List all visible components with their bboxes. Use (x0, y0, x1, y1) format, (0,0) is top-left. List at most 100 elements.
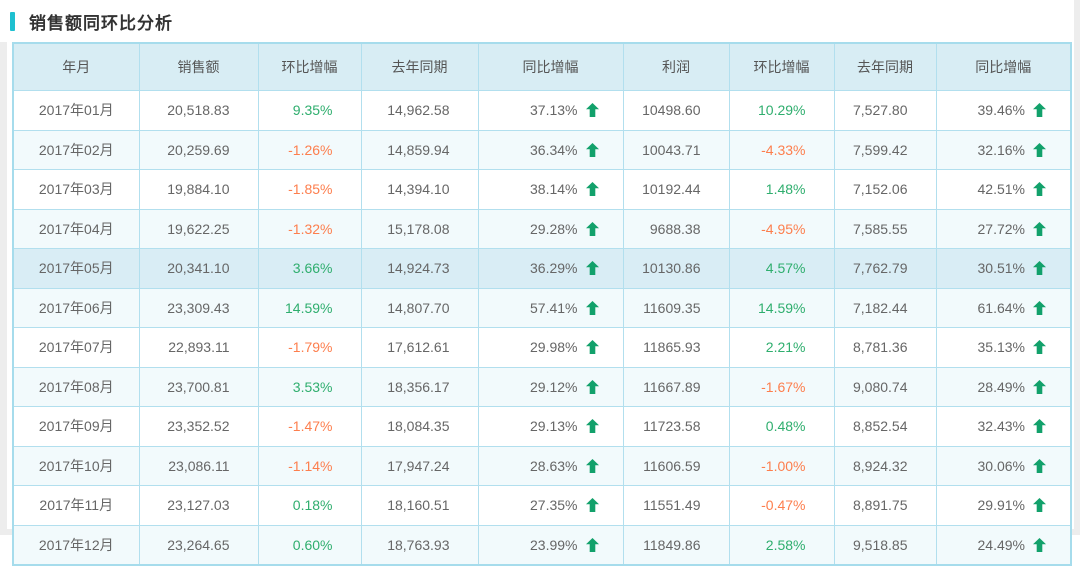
table-row[interactable]: 2017年10月 23,086.11 -1.14% 17,947.24 28.63% 11… (12, 445, 1072, 486)
cell-profit: 11609.35 (622, 287, 730, 328)
cell-sales-last-year: 17,947.24 (360, 445, 479, 486)
cell-profit-yoy: 29.91% (935, 485, 1072, 526)
up-arrow-icon (1033, 458, 1046, 473)
cell-sales-mom: -1.85% (257, 169, 362, 210)
table-row[interactable]: 2017年01月 20,518.83 9.35% 14,962.58 37.13% 104… (12, 90, 1072, 131)
cell-profit-yoy: 32.16% (935, 129, 1072, 170)
up-arrow-icon (1033, 103, 1046, 118)
cell-sales-last-year: 18,084.35 (360, 406, 479, 447)
up-arrow-icon (1033, 498, 1046, 513)
cell-sales: 20,518.83 (138, 90, 259, 131)
cell-sales-mom: 9.35% (257, 90, 362, 131)
up-arrow-icon (1033, 340, 1046, 355)
sales-comparison-table: 年月 销售额 环比增幅 去年同期 同比增幅 利润 环比增幅 去年同期 同比增幅 2017年01月… (12, 42, 1072, 566)
table-row[interactable]: 2017年04月 19,622.25 -1.32% 15,178.08 29.28% 96… (12, 208, 1072, 249)
cell-profit-mom: -4.95% (728, 208, 835, 249)
cell-profit-mom: 10.29% (728, 90, 835, 131)
up-arrow-icon (585, 261, 599, 276)
cell-profit-last-year: 8,852.54 (833, 406, 937, 447)
table-row[interactable]: 2017年12月 23,264.65 0.60% 18,763.93 23.99% 118… (12, 524, 1072, 566)
cell-month: 2017年10月 (12, 445, 140, 486)
cell-sales-yoy: 29.12% (477, 366, 624, 407)
cell-profit-last-year: 9,518.85 (833, 524, 937, 566)
up-arrow-icon (585, 300, 599, 315)
up-arrow-icon (585, 182, 599, 197)
cell-sales-mom: 0.60% (257, 524, 362, 566)
cell-sales: 22,893.11 (138, 327, 259, 368)
cell-sales-last-year: 14,807.70 (360, 287, 479, 328)
table-row[interactable]: 2017年02月 20,259.69 -1.26% 14,859.94 36.34% 10… (12, 129, 1072, 170)
table-row[interactable]: 2017年11月 23,127.03 0.18% 18,160.51 27.35% 115… (12, 485, 1072, 526)
cell-sales-yoy: 27.35% (477, 485, 624, 526)
cell-sales-last-year: 15,178.08 (360, 208, 479, 249)
cell-month: 2017年01月 (12, 90, 140, 131)
cell-profit: 11667.89 (622, 366, 730, 407)
cell-sales-yoy: 38.14% (477, 169, 624, 210)
up-arrow-icon (1033, 300, 1046, 315)
cell-profit-yoy: 35.13% (935, 327, 1072, 368)
cell-sales-last-year: 14,962.58 (360, 90, 479, 131)
cell-sales: 23,700.81 (138, 366, 259, 407)
cell-sales: 23,264.65 (138, 524, 259, 566)
up-arrow-icon (585, 340, 599, 355)
up-arrow-icon (585, 379, 599, 394)
table-row[interactable]: 2017年06月 23,309.43 14.59% 14,807.70 57.41% 11… (12, 287, 1072, 328)
table-row[interactable]: 2017年08月 23,700.81 3.53% 18,356.17 29.12% 116… (12, 366, 1072, 407)
cell-month: 2017年07月 (12, 327, 140, 368)
cell-profit: 10130.86 (622, 248, 730, 289)
cell-sales: 23,352.52 (138, 406, 259, 447)
cell-profit-last-year: 7,182.44 (833, 287, 937, 328)
cell-sales-mom: -1.79% (257, 327, 362, 368)
cell-sales-last-year: 14,394.10 (360, 169, 479, 210)
column-header-8: 同比增幅 (935, 42, 1072, 91)
cell-sales: 23,127.03 (138, 485, 259, 526)
up-arrow-icon (1033, 537, 1046, 552)
cell-profit-yoy: 24.49% (935, 524, 1072, 566)
cell-month: 2017年02月 (12, 129, 140, 170)
cell-sales-last-year: 18,356.17 (360, 366, 479, 407)
cell-profit-yoy: 30.51% (935, 248, 1072, 289)
cell-profit-last-year: 8,924.32 (833, 445, 937, 486)
cell-sales: 20,341.10 (138, 248, 259, 289)
cell-sales-mom: 3.66% (257, 248, 362, 289)
cell-sales-last-year: 18,160.51 (360, 485, 479, 526)
cell-month: 2017年06月 (12, 287, 140, 328)
cell-month: 2017年04月 (12, 208, 140, 249)
cell-profit-mom: 14.59% (728, 287, 835, 328)
cell-profit: 10192.44 (622, 169, 730, 210)
cell-profit-yoy: 27.72% (935, 208, 1072, 249)
cell-profit-mom: -0.47% (728, 485, 835, 526)
cell-profit-mom: 4.57% (728, 248, 835, 289)
cell-profit-mom: -1.67% (728, 366, 835, 407)
up-arrow-icon (585, 537, 599, 552)
cell-sales-yoy: 28.63% (477, 445, 624, 486)
up-arrow-icon (585, 419, 599, 434)
cell-profit-last-year: 8,781.36 (833, 327, 937, 368)
cell-sales-yoy: 36.34% (477, 129, 624, 170)
cell-month: 2017年08月 (12, 366, 140, 407)
cell-profit: 9688.38 (622, 208, 730, 249)
cell-profit-yoy: 39.46% (935, 90, 1072, 131)
section-header: 销售额同环比分析 (0, 0, 1080, 42)
cell-profit-yoy: 61.64% (935, 287, 1072, 328)
cell-profit-yoy: 42.51% (935, 169, 1072, 210)
cell-profit-mom: 2.58% (728, 524, 835, 566)
cell-month: 2017年11月 (12, 485, 140, 526)
cell-profit-yoy: 30.06% (935, 445, 1072, 486)
table-row[interactable]: 2017年07月 22,893.11 -1.79% 17,612.61 29.98% 11… (12, 327, 1072, 368)
cell-profit-mom: 1.48% (728, 169, 835, 210)
cell-profit-mom: -1.00% (728, 445, 835, 486)
cell-profit-yoy: 32.43% (935, 406, 1072, 447)
table-row[interactable]: 2017年03月 19,884.10 -1.85% 14,394.10 38.14% 10… (12, 169, 1072, 210)
up-arrow-icon (585, 142, 599, 157)
cell-profit-last-year: 7,762.79 (833, 248, 937, 289)
cell-profit-last-year: 9,080.74 (833, 366, 937, 407)
column-header-3: 去年同期 (360, 42, 479, 91)
cell-sales: 20,259.69 (138, 129, 259, 170)
title-accent-bar (10, 11, 15, 31)
cell-sales-mom: 3.53% (257, 366, 362, 407)
cell-sales: 19,622.25 (138, 208, 259, 249)
table-row[interactable]: 2017年05月 20,341.10 3.66% 14,924.73 36.29% 101… (12, 248, 1072, 289)
cell-sales-mom: -1.32% (257, 208, 362, 249)
table-row[interactable]: 2017年09月 23,352.52 -1.47% 18,084.35 29.13% 11… (12, 406, 1072, 447)
